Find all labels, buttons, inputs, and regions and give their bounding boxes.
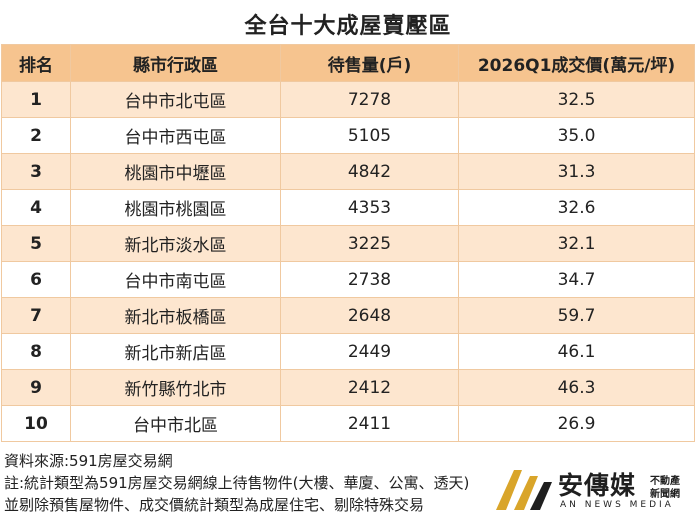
cell-rank: 4	[1, 189, 71, 226]
ranking-table-container: 排名 縣市行政區 待售量(戶) 2026Q1成交價(萬元/坪) 1 台中市北屯區…	[1, 44, 695, 442]
cell-price: 26.9	[458, 405, 695, 442]
cell-rank: 9	[1, 369, 71, 406]
logo-tagline: AN NEWS MEDIA	[560, 500, 674, 510]
page-title: 全台十大成屋賣壓區	[244, 14, 452, 39]
table-row: 10 台中市北區 2411 26.9	[1, 405, 695, 442]
source-notes: 資料來源:591房屋交易網 註:統計類型為591房屋交易網線上待售物件(大樓、華…	[4, 450, 564, 516]
table-row: 2 台中市西屯區 5105 35.0	[1, 117, 695, 154]
cell-inventory: 3225	[280, 225, 459, 262]
ranking-table: 排名 縣市行政區 待售量(戶) 2026Q1成交價(萬元/坪) 1 台中市北屯區…	[1, 44, 695, 442]
cell-price: 31.3	[458, 153, 695, 190]
cell-price: 32.6	[458, 189, 695, 226]
table-row: 9 新竹縣竹北市 2412 46.3	[1, 369, 695, 406]
cell-district: 新竹縣竹北市	[70, 369, 281, 406]
header-rank: 排名	[1, 44, 71, 82]
cell-inventory: 5105	[280, 117, 459, 154]
cell-district: 新北市板橋區	[70, 297, 281, 334]
logo-name: 安傳媒	[558, 471, 637, 500]
table-row: 7 新北市板橋區 2648 59.7	[1, 297, 695, 334]
table-row: 1 台中市北屯區 7278 32.5	[1, 81, 695, 118]
table-row: 8 新北市新店區 2449 46.1	[1, 333, 695, 370]
cell-rank: 6	[1, 261, 71, 298]
methodology-note: 註:統計類型為591房屋交易網線上待售物件(大樓、華廈、公寓、透天)	[4, 474, 470, 492]
brand-logo: 安傳媒 不動產 新聞網 AN NEWS MEDIA	[492, 462, 692, 518]
logo-sub-line2: 新聞網	[650, 489, 680, 500]
cell-inventory: 2648	[280, 297, 459, 334]
logo-sub-line1: 不動產	[650, 476, 680, 487]
cell-rank: 10	[1, 405, 71, 442]
cell-inventory: 2449	[280, 333, 459, 370]
logo-mark-icon	[496, 470, 552, 510]
header-district: 縣市行政區	[70, 44, 281, 82]
cell-district: 台中市北屯區	[70, 81, 281, 118]
cell-price: 32.1	[458, 225, 695, 262]
table-header-row: 排名 縣市行政區 待售量(戶) 2026Q1成交價(萬元/坪)	[1, 44, 695, 82]
cell-price: 32.5	[458, 81, 695, 118]
cell-inventory: 4353	[280, 189, 459, 226]
cell-district: 新北市淡水區	[70, 225, 281, 262]
cell-district: 台中市南屯區	[70, 261, 281, 298]
cell-rank: 1	[1, 81, 71, 118]
cell-district: 桃園市中壢區	[70, 153, 281, 190]
table-row: 5 新北市淡水區 3225 32.1	[1, 225, 695, 262]
cell-price: 59.7	[458, 297, 695, 334]
cell-district: 新北市新店區	[70, 333, 281, 370]
cell-inventory: 2411	[280, 405, 459, 442]
cell-inventory: 2738	[280, 261, 459, 298]
cell-price: 35.0	[458, 117, 695, 154]
cell-district: 台中市北區	[70, 405, 281, 442]
cell-inventory: 7278	[280, 81, 459, 118]
cell-price: 46.1	[458, 333, 695, 370]
table-row: 6 台中市南屯區 2738 34.7	[1, 261, 695, 298]
cell-inventory: 4842	[280, 153, 459, 190]
table-row: 4 桃園市桃園區 4353 32.6	[1, 189, 695, 226]
header-price: 2026Q1成交價(萬元/坪)	[458, 44, 695, 82]
source-note: 資料來源:591房屋交易網	[4, 452, 173, 470]
cell-district: 台中市西屯區	[70, 117, 281, 154]
cell-rank: 5	[1, 225, 71, 262]
cell-rank: 3	[1, 153, 71, 190]
exclusion-note: 並剔除預售屋物件、成交價統計類型為成屋住宅、剔除特殊交易	[4, 496, 425, 514]
header-inventory: 待售量(戶)	[280, 44, 459, 82]
cell-rank: 2	[1, 117, 71, 154]
cell-rank: 7	[1, 297, 71, 334]
cell-price: 46.3	[458, 369, 695, 406]
cell-district: 桃園市桃園區	[70, 189, 281, 226]
cell-inventory: 2412	[280, 369, 459, 406]
table-row: 3 桃園市中壢區 4842 31.3	[1, 153, 695, 190]
cell-price: 34.7	[458, 261, 695, 298]
cell-rank: 8	[1, 333, 71, 370]
